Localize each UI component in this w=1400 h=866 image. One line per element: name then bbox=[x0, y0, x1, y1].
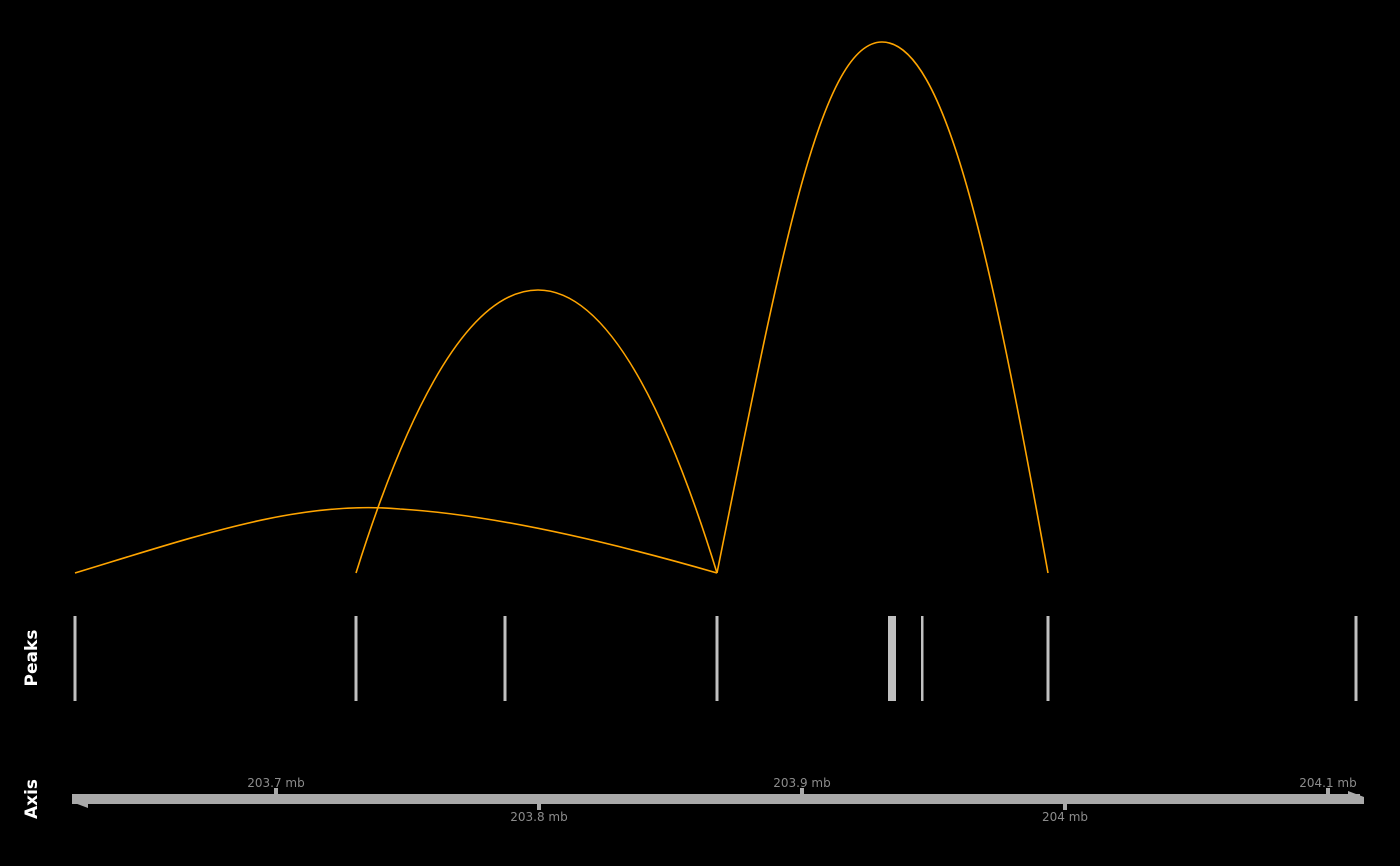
tick-label: 204 mb bbox=[1042, 810, 1088, 824]
track-label-peaks: Peaks bbox=[22, 630, 42, 687]
peak bbox=[921, 616, 924, 701]
peaks-track bbox=[73, 616, 1358, 701]
tick-label: 203.9 mb bbox=[773, 776, 830, 790]
peak bbox=[503, 616, 507, 701]
peak bbox=[73, 616, 77, 701]
tick-mark bbox=[537, 804, 541, 810]
tick-mark bbox=[274, 788, 278, 794]
axis-arrow-right-icon bbox=[1348, 791, 1364, 804]
arcs-track bbox=[74, 41, 1049, 574]
tick-mark bbox=[1063, 804, 1067, 810]
genome-axis: 203.7 mb 203.8 mb 203.9 mb 204 mb 204.1 … bbox=[72, 776, 1364, 824]
arc-1 bbox=[74, 506, 718, 574]
peak bbox=[1354, 616, 1358, 701]
arc-2 bbox=[355, 289, 718, 574]
peak bbox=[1046, 616, 1050, 701]
axis-arrow-left-icon bbox=[72, 794, 88, 808]
track-label-axis: Axis bbox=[22, 779, 42, 819]
tick-label: 203.8 mb bbox=[510, 810, 567, 824]
tick-mark bbox=[1326, 788, 1330, 794]
peak bbox=[888, 616, 896, 701]
peak bbox=[715, 616, 719, 701]
peak bbox=[354, 616, 358, 701]
tick-label: 203.7 mb bbox=[247, 776, 304, 790]
arc-3 bbox=[716, 41, 1049, 574]
tick-mark bbox=[800, 788, 804, 794]
axis-bar bbox=[72, 794, 1360, 804]
tick-label: 204.1 mb bbox=[1299, 776, 1356, 790]
